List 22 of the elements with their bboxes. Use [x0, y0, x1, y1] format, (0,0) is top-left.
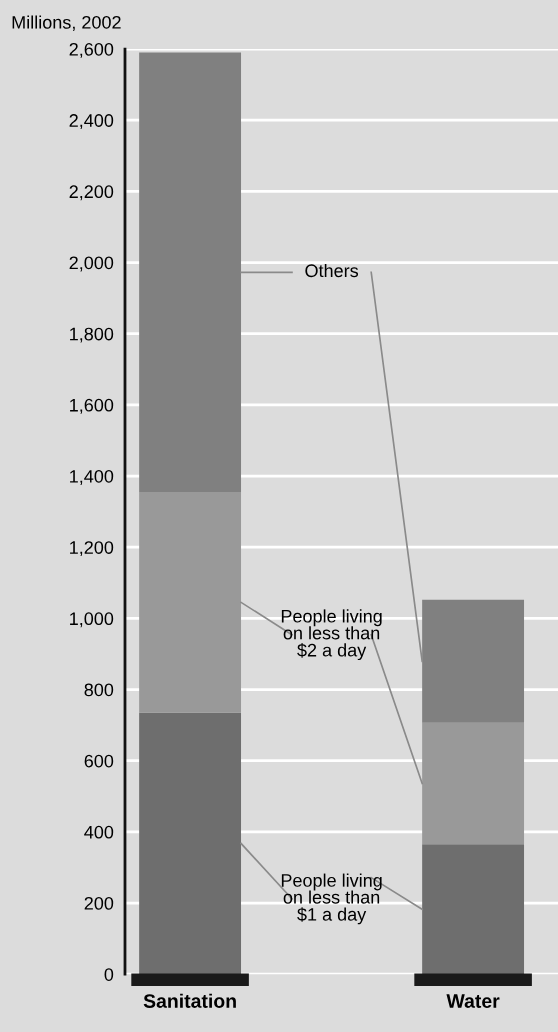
- y-tick-label: 2,400: [69, 114, 114, 130]
- text: People living on less than $1 a day: [281, 873, 382, 925]
- y-tick-label: 200: [84, 896, 114, 910]
- x-tick-label: Water: [446, 994, 500, 1008]
- y-tick-label: 2,000: [69, 256, 114, 272]
- y-tick-label: 600: [84, 754, 114, 768]
- y-tick-label: 800: [84, 683, 114, 697]
- bar: [139, 492, 242, 713]
- bar: [422, 722, 525, 845]
- y-axis-title: Millions, 2002: [12, 15, 121, 31]
- y-tick-label: 2,600: [69, 42, 114, 58]
- y-tick-label: 1,000: [70, 612, 114, 628]
- y-tick-label: 1,800: [70, 327, 114, 343]
- legend-label: Others: [305, 263, 359, 278]
- y-tick-label: 2,200: [69, 185, 114, 201]
- y-tick-label: 1,200: [70, 541, 114, 557]
- y-tick-label: 0: [104, 968, 114, 981]
- y-tick-label: 1,400: [70, 469, 114, 485]
- text: People living on less than $2 a day: [281, 609, 382, 661]
- x-tick-label: Sanitation: [143, 993, 236, 1008]
- y-tick-label: 400: [84, 825, 114, 839]
- y-tick-label: 1,600: [70, 398, 114, 414]
